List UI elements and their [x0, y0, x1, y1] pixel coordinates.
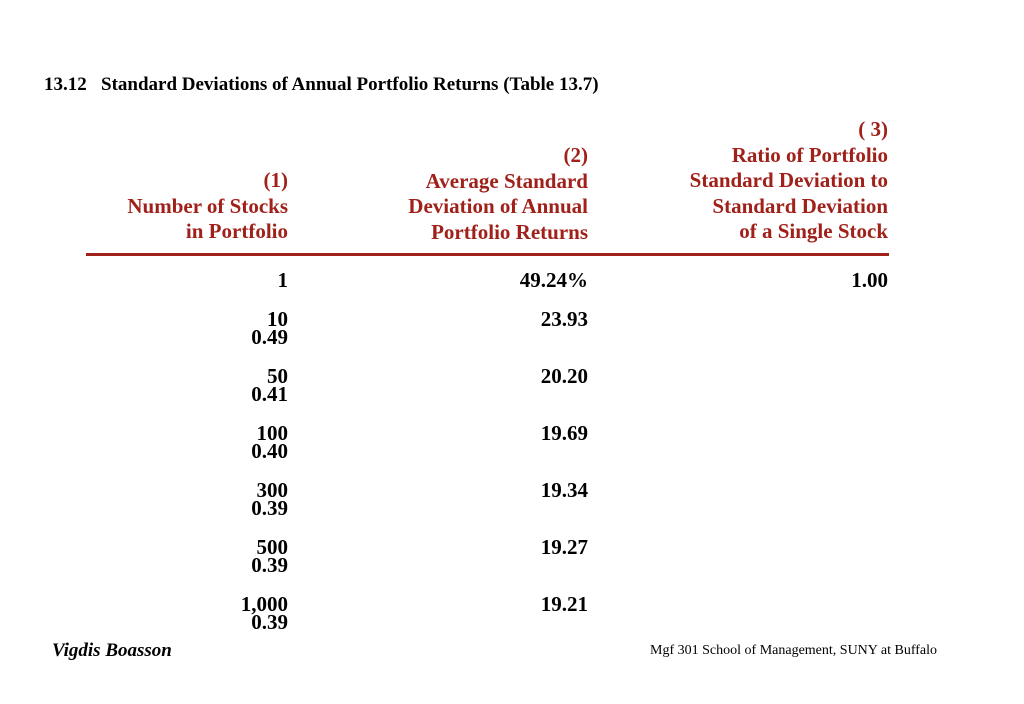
cell-average-standard-deviation: 20.20: [540, 364, 588, 388]
header-line: Standard Deviation: [712, 193, 888, 218]
column-header-average-standard-deviation: (2) Average Standard Deviation of Annual…: [408, 143, 588, 245]
column-header-ratio: ( 3) Ratio of Portfolio Standard Deviati…: [690, 117, 888, 245]
header-line: Ratio of Portfolio: [731, 142, 888, 167]
cell-number-of-stocks: 100: [256, 421, 289, 445]
cell-average-standard-deviation: 19.21: [540, 592, 588, 616]
header-line: ( 3): [858, 117, 888, 141]
header-line: Average Standard: [425, 168, 588, 193]
cell-number-of-stocks: 500: [256, 535, 289, 559]
cell-ratio: 0.39: [251, 610, 288, 634]
cell-ratio: 1.00: [851, 268, 888, 292]
header-line: of a Single Stock: [739, 219, 888, 243]
cell-ratio: 0.39: [251, 496, 288, 520]
header-line: Deviation of Annual: [408, 194, 588, 218]
cell-average-standard-deviation: 19.69: [540, 421, 588, 445]
header-line: in Portfolio: [185, 219, 288, 243]
header-line: (1): [263, 168, 289, 192]
cell-number-of-stocks: 10: [267, 307, 288, 331]
header-divider: [86, 253, 889, 256]
cell-average-standard-deviation: 49.24%: [519, 268, 588, 292]
slide-title: 13.12 Standard Deviations of Annual Port…: [44, 74, 599, 95]
column-header-number-of-stocks: (1) Number of Stocks in Portfolio: [127, 168, 288, 245]
cell-average-standard-deviation: 19.27: [540, 535, 588, 559]
cell-number-of-stocks: 1,000: [240, 592, 288, 616]
author-name: Vigdis Boasson: [52, 640, 172, 661]
cell-average-standard-deviation: 23.93: [540, 307, 588, 331]
cell-number-of-stocks: 50: [267, 364, 288, 388]
cell-ratio: 0.41: [251, 382, 288, 406]
course-footer: Mgf 301 School of Management, SUNY at Bu…: [650, 643, 937, 658]
header-line: (2): [563, 143, 589, 167]
cell-ratio: 0.40: [251, 439, 288, 463]
header-line: Portfolio Returns: [431, 219, 588, 244]
header-line: Standard Deviation to: [689, 168, 888, 192]
cell-number-of-stocks: 1: [277, 268, 289, 292]
header-line: Number of Stocks: [127, 193, 288, 218]
cell-number-of-stocks: 300: [256, 478, 289, 502]
cell-ratio: 0.49: [251, 325, 288, 349]
cell-ratio: 0.39: [251, 553, 288, 577]
cell-average-standard-deviation: 19.34: [540, 478, 588, 502]
